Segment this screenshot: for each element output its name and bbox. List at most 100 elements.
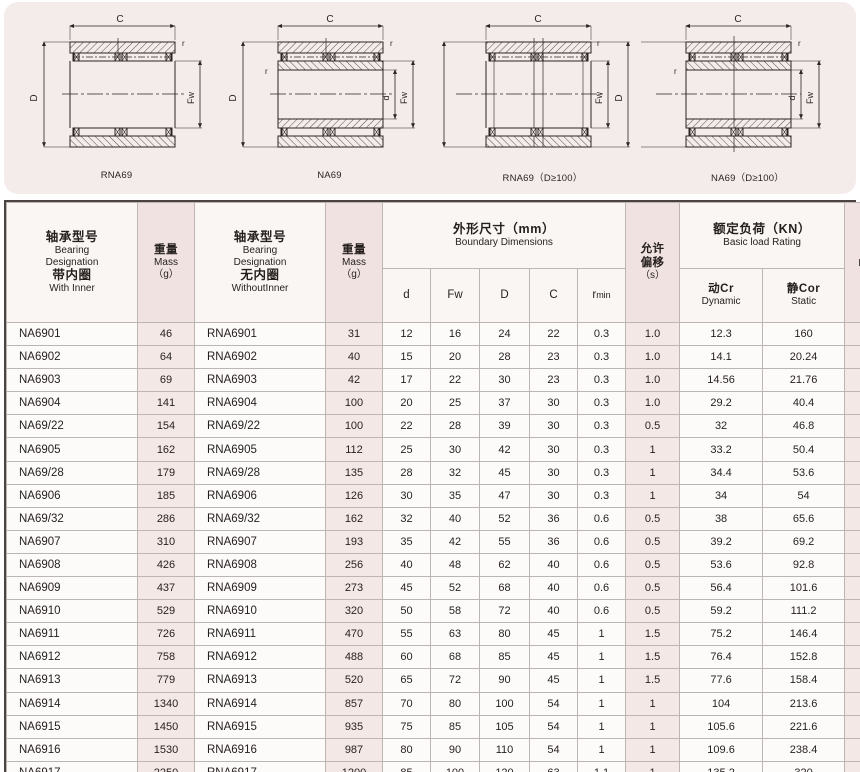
th-limiting-en-1: Limiting bbox=[845, 258, 860, 270]
th-mass-cn: 重量 bbox=[342, 243, 366, 256]
cell-desig_without: RNA6914 bbox=[194, 691, 326, 716]
th-mass-with-inner: 重量 Mass （g） bbox=[137, 202, 195, 323]
table-row[interactable]: NA6905162RNA6905112253042300.3133.250.41… bbox=[6, 437, 860, 462]
cell-limiting: 5600 bbox=[844, 599, 860, 624]
diagram-label-r: r bbox=[182, 39, 185, 48]
table-row[interactable]: NA6907 310 RNA6907 193 35 42 55 36 0.6 0.5 39.2 69.… bbox=[6, 529, 860, 554]
diagram-rna69-large: C D Fw r RNA69（D≥100） bbox=[436, 2, 649, 194]
cell-mass_with: 46 bbox=[137, 321, 195, 347]
cell-C: 30 bbox=[529, 414, 578, 439]
cell-desig_without: RNA6912 bbox=[194, 645, 326, 670]
cell-static: 46.8 bbox=[762, 414, 846, 439]
cell-desig_without: RNA69/28 bbox=[194, 460, 326, 485]
diagram-caption: RNA69 bbox=[100, 170, 133, 181]
table-row[interactable]: NA690146RNA690131121624220.31.012.316018… bbox=[6, 321, 860, 347]
cell-D: 55 bbox=[479, 529, 530, 554]
cell-s: 1.0 bbox=[625, 321, 681, 347]
diagram-na69: C D Fw d r r NA69 bbox=[223, 2, 436, 194]
cell-static: 238.4 bbox=[762, 737, 846, 762]
cell-Fw: 85 bbox=[430, 714, 480, 739]
bearing-spec-table: 轴承型号 Bearing Designation 带内圈 With Inner … bbox=[6, 202, 860, 772]
cell-dynamic: 105.6 bbox=[679, 714, 764, 739]
cell-limiting: 6000 bbox=[844, 576, 860, 601]
cell-desig_with: NA6909 bbox=[6, 576, 138, 601]
table-row[interactable]: NA69172250RNA6917120085100120631.11135.2… bbox=[6, 760, 860, 772]
cell-Fw: 48 bbox=[430, 552, 480, 578]
diagram-panel: C D Fw r RNA69 bbox=[4, 2, 856, 194]
th-rmin-sub: min bbox=[596, 289, 611, 300]
cell-C: 45 bbox=[529, 622, 578, 647]
cell-D: 85 bbox=[479, 645, 530, 670]
cell-desig_with: NA6902 bbox=[6, 345, 138, 370]
table-row[interactable]: NA6916 1530 RNA6916 987 80 90 110 54 1 1 109.6 238.… bbox=[6, 737, 860, 762]
table-row[interactable]: NA6910 529 RNA6910 320 50 58 72 40 0.6 0.5 59.2 111… bbox=[6, 599, 860, 624]
cell-D: 100 bbox=[479, 691, 530, 716]
cell-desig_with: NA6910 bbox=[6, 599, 138, 624]
table-body: NA690146RNA690131121624220.31.012.316018… bbox=[6, 321, 860, 772]
cell-mass_without: 320 bbox=[325, 599, 383, 624]
cell-mass_without: 1200 bbox=[325, 760, 383, 772]
cell-limiting: 16000 bbox=[844, 345, 860, 370]
cell-mass_with: 179 bbox=[137, 460, 195, 485]
th-limiting-unit: （rpm） bbox=[845, 282, 860, 294]
cell-D: 110 bbox=[479, 737, 530, 762]
cell-desig_with: NA6907 bbox=[6, 529, 138, 554]
cell-dynamic: 76.4 bbox=[679, 645, 764, 670]
table-row[interactable]: NA6909 437 RNA6909 273 45 52 68 40 0.6 0.5 56.4 101… bbox=[6, 576, 860, 601]
table-row[interactable]: NA6913 779 RNA6913 520 65 72 90 45 1 1.5 77.6 158.4… bbox=[6, 668, 860, 693]
cell-desig_with: NA6916 bbox=[6, 737, 138, 762]
th-boundary-cn: 外形尺寸（mm） bbox=[453, 222, 556, 237]
cell-d: 60 bbox=[382, 645, 431, 670]
table-row[interactable]: NA6911 726 RNA6911 470 55 63 80 45 1 1.5 75.2 146.4… bbox=[6, 622, 860, 647]
cell-s: 1.5 bbox=[625, 622, 681, 647]
diagram-na69-large: C Fw d r r NA69（D≥100） bbox=[641, 2, 854, 194]
cell-mass_without: 162 bbox=[325, 506, 383, 531]
cell-C: 30 bbox=[529, 460, 578, 485]
table-row[interactable]: NA6915 1450 RNA6915 935 75 85 105 54 1 1 105.6 221.… bbox=[6, 714, 860, 739]
cell-mass_without: 126 bbox=[325, 483, 383, 508]
cell-desig_with: NA6905 bbox=[6, 437, 138, 462]
th-mass-en: Mass bbox=[342, 257, 366, 269]
th-boundary-dimensions: 外形尺寸（mm） Boundary Dimensions bbox=[381, 202, 627, 269]
table-row[interactable]: NA6904 141 RNA6904 100 20 25 37 30 0.3 1.0 29.2 40.… bbox=[6, 391, 860, 416]
cell-desig_without: RNA6904 bbox=[194, 391, 326, 416]
table-row[interactable]: NA69141340RNA691485770801005411104213.64… bbox=[6, 691, 860, 716]
cell-mass_without: 112 bbox=[325, 437, 383, 462]
cell-desig_with: NA6917 bbox=[6, 760, 138, 772]
cell-mass_with: 162 bbox=[137, 437, 195, 462]
cell-s: 1.0 bbox=[625, 345, 681, 370]
table-row[interactable]: NA6908 426 RNA6908 256 40 48 62 40 0.6 0.5 53.6 92.… bbox=[6, 552, 860, 578]
diagram-na69-large-svg: C Fw d r r bbox=[641, 14, 821, 152]
cell-dynamic: 32 bbox=[679, 414, 764, 439]
table-row[interactable]: NA6912 758 RNA6912 488 60 68 85 45 1 1.5 76.4 152.8… bbox=[6, 645, 860, 670]
cell-desig_without: RNA6908 bbox=[194, 552, 326, 578]
table-row[interactable]: NA69/22 154 RNA69/22 100 22 28 39 30 0.3 0.5 32 46.… bbox=[6, 414, 860, 439]
th-dim-fw: Fw bbox=[430, 268, 480, 323]
cell-mass_without: 40 bbox=[325, 345, 383, 370]
cell-static: 20.24 bbox=[762, 345, 846, 370]
cell-mass_with: 726 bbox=[137, 622, 195, 647]
cell-mass_with: 437 bbox=[137, 576, 195, 601]
cell-C: 30 bbox=[529, 437, 578, 462]
cell-s: 1.5 bbox=[625, 668, 681, 693]
cell-limiting: 18400 bbox=[844, 321, 860, 347]
cell-dynamic: 77.6 bbox=[679, 668, 764, 693]
cell-C: 36 bbox=[529, 506, 578, 531]
table-row[interactable]: NA6902 64 RNA6902 40 15 20 28 23 0.3 1.0 14.1 20.24… bbox=[6, 345, 860, 370]
cell-desig_with: NA69/22 bbox=[6, 414, 138, 439]
table-row[interactable]: NA69/32 286 RNA69/32 162 32 40 52 36 0.6 0.5 38 65.… bbox=[6, 506, 860, 531]
th-designation-with-inner: 轴承型号 Bearing Designation 带内圈 With Inner bbox=[6, 202, 138, 323]
cell-desig_with: NA6911 bbox=[6, 622, 138, 647]
cell-rmin: 1 bbox=[576, 622, 627, 647]
cell-D: 42 bbox=[479, 437, 530, 462]
cell-D: 105 bbox=[479, 714, 530, 739]
th-en-title-1: Bearing bbox=[242, 244, 278, 256]
table-row[interactable]: NA6903 69 RNA6903 42 17 22 30 23 0.3 1.0 14.56 21.7… bbox=[6, 368, 860, 393]
table-row[interactable]: NA69/28 179 RNA69/28 135 28 32 45 30 0.3 1 34.4 53.… bbox=[6, 460, 860, 485]
cell-D: 68 bbox=[479, 576, 530, 601]
cell-rmin: 0.3 bbox=[576, 345, 627, 370]
cell-s: 1 bbox=[625, 760, 681, 772]
cell-desig_with: NA6903 bbox=[6, 368, 138, 393]
cell-limiting: 3200 bbox=[844, 760, 860, 772]
